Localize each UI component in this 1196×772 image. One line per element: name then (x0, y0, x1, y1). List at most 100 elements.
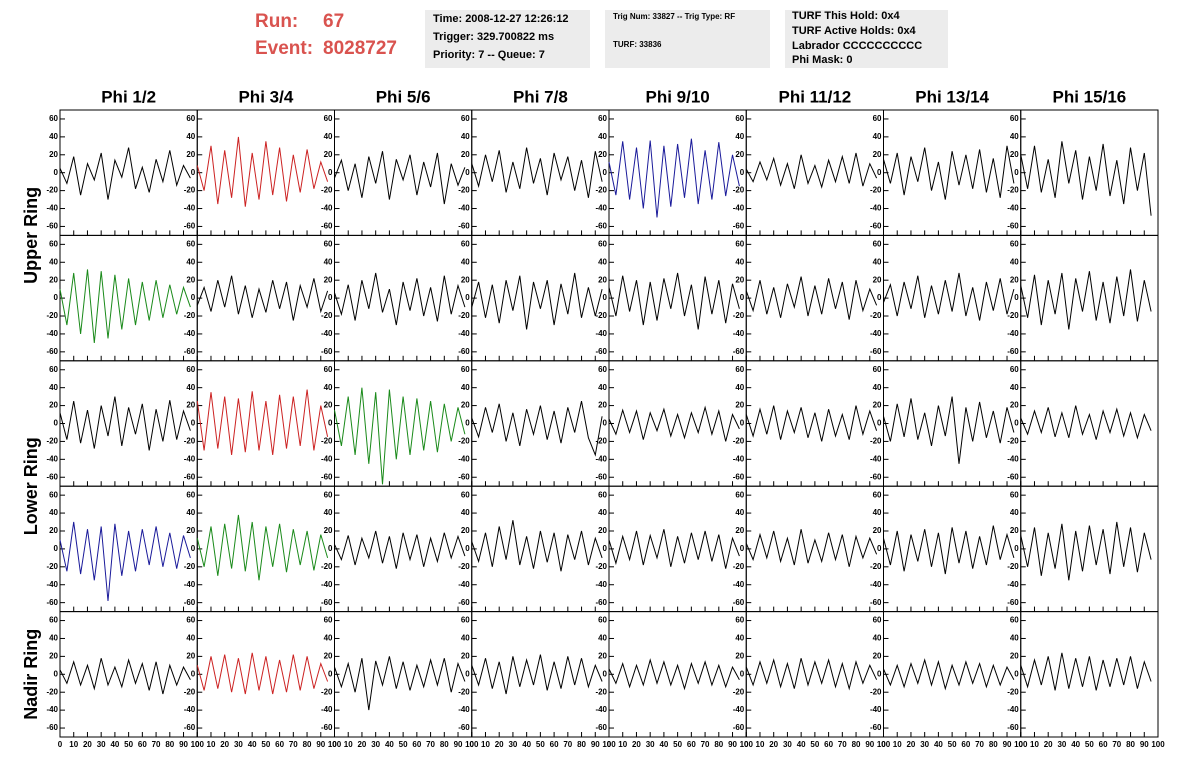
x-tick-label: 0 (470, 740, 475, 749)
panel-frame (471, 485, 610, 613)
x-tick-label: 60 (550, 740, 559, 749)
y-tick-label: 60 (735, 490, 744, 499)
panel-frame (883, 611, 1022, 738)
info-line: Priority: 7 -- Queue: 7 (433, 49, 545, 61)
panel-frame (471, 109, 610, 236)
y-tick-label: 0 (54, 544, 59, 553)
y-tick-label: 60 (49, 239, 58, 248)
y-tick-label: 20 (598, 651, 607, 660)
x-tick-label: 10 (618, 740, 627, 749)
y-tick-label: -20 (595, 687, 607, 696)
x-tick-label: 0 (332, 740, 337, 749)
y-tick-label: -20 (184, 562, 196, 571)
panel-frame (883, 485, 1022, 613)
x-tick-label: 40 (110, 740, 119, 749)
y-tick-label: -40 (184, 329, 196, 338)
y-tick-label: 0 (740, 293, 745, 302)
y-tick-label: 40 (735, 634, 744, 643)
x-tick-label: 100 (877, 740, 891, 749)
waveform (1020, 652, 1152, 691)
x-tick-label: 30 (783, 740, 792, 749)
x-tick-label: 30 (1057, 740, 1066, 749)
y-tick-label: 20 (324, 651, 333, 660)
y-tick-label: 20 (873, 401, 882, 410)
x-tick-label: 60 (824, 740, 833, 749)
y-tick-label: 40 (324, 634, 333, 643)
x-tick-label: 0 (1019, 740, 1024, 749)
y-tick-label: -20 (733, 437, 745, 446)
y-tick-label: 0 (603, 669, 608, 678)
waveform (745, 529, 878, 567)
y-tick-label: 60 (324, 616, 333, 625)
info-line: TURF Active Holds: 0x4 (792, 25, 917, 37)
y-tick-label: 40 (186, 383, 195, 392)
y-tick-label: 60 (461, 490, 470, 499)
y-tick-label: -60 (458, 598, 470, 607)
y-tick-label: 40 (735, 257, 744, 266)
y-tick-label: 0 (740, 544, 745, 553)
y-tick-label: 0 (1014, 419, 1019, 428)
y-tick-label: 60 (598, 616, 607, 625)
x-tick-label: 90 (1140, 740, 1149, 749)
y-tick-label: 20 (873, 150, 882, 159)
waveform (334, 387, 466, 485)
waveform (608, 529, 740, 569)
y-tick-label: -20 (321, 562, 333, 571)
y-tick-label: -60 (46, 723, 58, 732)
y-tick-label: -40 (733, 705, 745, 714)
y-tick-label: 40 (1010, 634, 1019, 643)
y-tick-label: 60 (598, 239, 607, 248)
panel-frame (745, 360, 884, 487)
waveform (883, 145, 1015, 200)
y-tick-label: -60 (458, 222, 470, 231)
event-label: Event: (255, 38, 313, 59)
x-tick-label: 20 (220, 740, 229, 749)
panel-frame (608, 611, 747, 738)
waveform (59, 658, 191, 695)
y-tick-label: 40 (186, 634, 195, 643)
y-tick-label: 40 (873, 634, 882, 643)
x-tick-label: 70 (289, 740, 298, 749)
y-tick-label: 40 (1010, 257, 1019, 266)
y-tick-label: -60 (1007, 723, 1019, 732)
y-tick-label: 60 (461, 616, 470, 625)
y-tick-label: -20 (1007, 437, 1019, 446)
y-tick-label: -40 (321, 580, 333, 589)
y-tick-label: 20 (873, 651, 882, 660)
x-tick-label: 30 (646, 740, 655, 749)
y-tick-label: -20 (184, 186, 196, 195)
panel-frame (745, 234, 884, 362)
column-title: Phi 11/12 (778, 87, 851, 106)
info-line: TURF This Hold: 0x4 (792, 10, 900, 22)
y-tick-label: -20 (733, 687, 745, 696)
x-tick-label: 10 (1030, 740, 1039, 749)
y-tick-label: -20 (595, 562, 607, 571)
x-tick-label: 100 (1014, 740, 1028, 749)
y-tick-label: 0 (877, 544, 882, 553)
y-tick-label: 20 (461, 275, 470, 284)
y-tick-label: 40 (873, 383, 882, 392)
y-tick-label: 60 (1010, 616, 1019, 625)
x-tick-label: 0 (195, 740, 200, 749)
y-tick-label: 40 (735, 508, 744, 517)
panel-frame (334, 109, 473, 236)
y-tick-label: -40 (733, 204, 745, 213)
waveform (1020, 141, 1152, 216)
y-tick-label: -60 (46, 472, 58, 481)
y-tick-label: -40 (1007, 580, 1019, 589)
y-tick-label: 0 (54, 419, 59, 428)
y-tick-label: 0 (54, 669, 59, 678)
y-tick-label: 40 (324, 257, 333, 266)
y-tick-label: 20 (49, 651, 58, 660)
panel-frame (608, 485, 747, 613)
y-tick-label: -60 (46, 598, 58, 607)
x-tick-label: 40 (522, 740, 531, 749)
x-tick-label: 0 (881, 740, 886, 749)
y-tick-label: 0 (603, 293, 608, 302)
y-tick-label: 0 (877, 168, 882, 177)
y-tick-label: -20 (46, 562, 58, 571)
y-tick-label: -20 (321, 437, 333, 446)
y-tick-label: -60 (458, 472, 470, 481)
y-tick-label: -20 (184, 311, 196, 320)
